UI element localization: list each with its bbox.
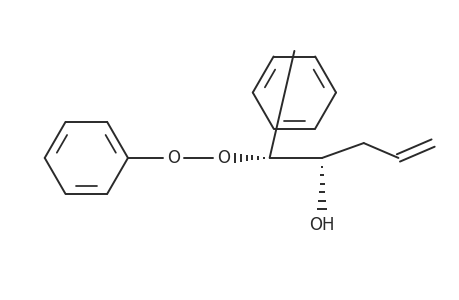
- Text: O: O: [167, 149, 179, 167]
- Text: O: O: [217, 149, 230, 167]
- Text: OH: OH: [309, 216, 334, 234]
